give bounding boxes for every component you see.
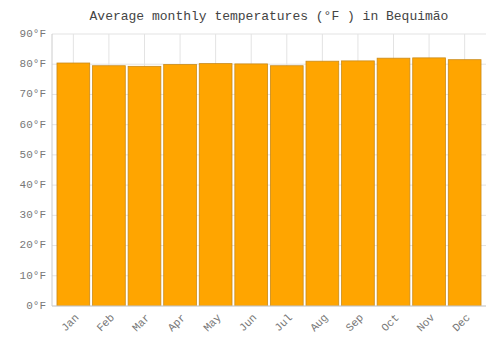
x-tick-label: Mar — [130, 312, 152, 334]
x-tick-label: Apr — [166, 312, 188, 334]
y-tick-label: 70°F — [20, 88, 46, 100]
x-ticks: Jan Feb Mar Apr May Jun Jul Aug Sep Oct Nov Dec — [59, 311, 473, 334]
y-tick-label: 60°F — [20, 119, 46, 131]
y-tick-label: 0°F — [26, 300, 46, 312]
bar — [413, 58, 446, 306]
x-tick-label: Sep — [344, 312, 366, 334]
x-tick-label: Aug — [308, 312, 330, 334]
x-tick-label: May — [201, 311, 224, 334]
bar — [57, 63, 90, 306]
y-ticks: 0°F 10°F 20°F 30°F 40°F 50°F 60°F 70°F 80°F 90°F — [20, 28, 46, 312]
y-tick-label: 20°F — [20, 239, 46, 251]
bar — [93, 66, 126, 306]
y-tick-label: 30°F — [20, 209, 46, 221]
grid — [52, 34, 486, 306]
bar — [306, 61, 339, 306]
chart: 0°F 10°F 20°F 30°F 40°F 50°F 60°F 70°F 80°F 90°F J… — [0, 0, 500, 350]
y-tick-label: 90°F — [20, 28, 46, 40]
bar — [342, 61, 375, 306]
y-axis-line — [52, 34, 53, 306]
y-tick-label: 40°F — [20, 179, 46, 191]
bar — [164, 65, 197, 306]
title: Average monthly temperatures (°F ) in Be… — [90, 9, 449, 24]
bars — [57, 58, 481, 306]
x-tick-label: Jun — [237, 312, 259, 334]
grid-line — [52, 306, 486, 307]
grid-line — [52, 34, 486, 35]
bar — [128, 66, 161, 306]
bar — [199, 64, 232, 306]
x-tick-label: Feb — [95, 312, 117, 334]
bar — [448, 60, 481, 306]
y-tick-label: 50°F — [20, 149, 46, 161]
bar — [270, 66, 303, 306]
x-tick-label: Jul — [272, 312, 294, 334]
x-tick-label: Jan — [59, 312, 81, 334]
x-tick-label: Nov — [415, 311, 438, 334]
y-tick-label: 80°F — [20, 58, 46, 70]
bar — [377, 58, 410, 306]
x-axis-line — [52, 306, 486, 307]
x-tick-label: Dec — [450, 312, 472, 334]
x-tick-label: Oct — [379, 312, 401, 334]
y-tick-label: 10°F — [20, 270, 46, 282]
bar — [235, 64, 268, 306]
